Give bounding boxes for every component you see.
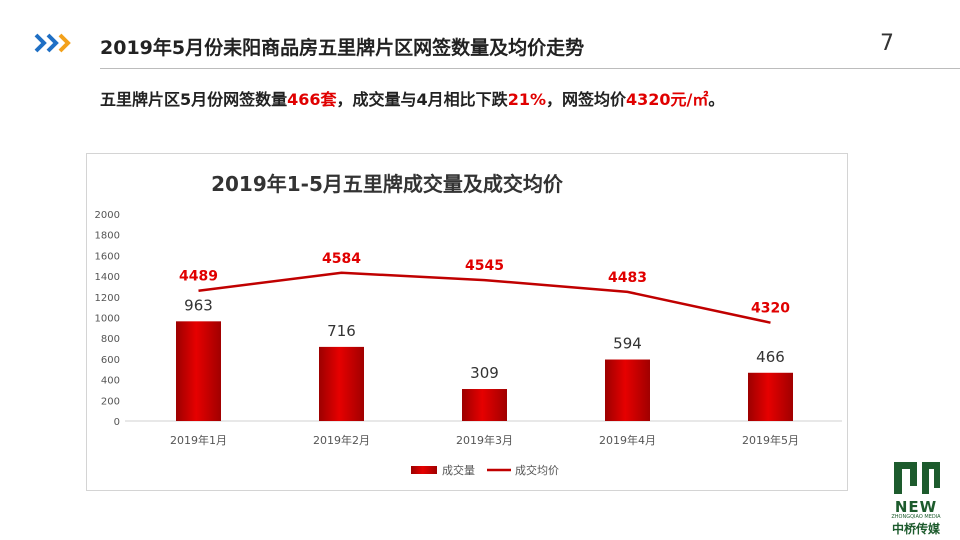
logo-chinese-name: 中桥传媒 (891, 522, 940, 536)
left-tick-label: 1600 (95, 251, 120, 262)
company-logo: NEW ZHONGQIAO MEDIA 中桥传媒 (880, 456, 952, 536)
line-data-label: 4489 (179, 269, 218, 285)
summary-part4: 。 (708, 90, 725, 109)
bar-data-label: 594 (613, 335, 642, 353)
left-tick-label: 200 (101, 396, 120, 407)
left-tick-label: 600 (101, 355, 120, 366)
summary-part2: ，成交量与4月相比下跌 (336, 90, 508, 109)
summary-value-volume: 466套 (287, 90, 337, 109)
left-axis: 0 200 400 600 800 1000 1200 1400 1600 1800 2000 (95, 210, 120, 428)
page-number: 7 (880, 31, 894, 56)
bar-data-label: 309 (470, 364, 499, 382)
x-tick-label: 2019年4月 (599, 433, 656, 447)
bar-data-label: 963 (184, 296, 213, 314)
x-tick-label: 2019年2月 (313, 433, 370, 447)
summary-text: 五里牌片区5月份网签数量466套，成交量与4月相比下跌21%，网签均价4320元… (100, 86, 724, 110)
line-data-label: 4483 (608, 270, 647, 286)
summary-value-price: 4320元/㎡ (626, 90, 709, 109)
left-tick-label: 2000 (95, 210, 120, 221)
line-data-label: 4584 (322, 251, 361, 267)
summary-part3: ，网签均价 (545, 90, 626, 109)
price-line (198, 271, 771, 324)
bar (462, 389, 507, 421)
summary-value-change: 21% (507, 90, 546, 109)
line-data-labels: 4489 4584 4545 4483 4320 (179, 251, 790, 317)
slide-title: 2019年5月份耒阳商品房五里牌片区网签数量及均价走势 (100, 37, 585, 59)
chevron-icon (34, 33, 71, 53)
bar-data-label: 716 (327, 322, 356, 340)
logo-mark-icon (894, 462, 940, 494)
chart-title: 2019年1-5月五里牌成交量及成交均价 (211, 172, 564, 196)
logo-text: NEW (894, 498, 938, 516)
legend-line-label: 成交均价 (515, 463, 559, 477)
chart-container: 2019年1-5月五里牌成交量及成交均价 0 200 400 600 800 1000 12… (86, 153, 848, 491)
slide-header: 2019年5月份耒阳商品房五里牌片区网签数量及均价走势 7 (0, 0, 960, 70)
legend-bar-swatch (411, 466, 437, 474)
bar (605, 359, 650, 421)
bar (748, 372, 793, 421)
bar-series: 963 716 309 594 466 (176, 296, 793, 421)
x-tick-label: 2019年3月 (456, 433, 513, 447)
bar-data-label: 466 (756, 348, 785, 366)
logo-subtext: ZHONGQIAO MEDIA (891, 514, 941, 520)
left-tick-label: 1000 (95, 314, 120, 325)
x-tick-label: 2019年5月 (742, 433, 799, 447)
header-divider (100, 68, 960, 69)
left-tick-label: 1400 (95, 272, 120, 283)
bar (319, 346, 364, 421)
left-tick-label: 800 (101, 334, 120, 345)
line-data-label: 4545 (465, 258, 504, 274)
summary-part1: 五里牌片区5月份网签数量 (100, 90, 288, 109)
left-tick-label: 1800 (95, 231, 120, 242)
chart-legend: 成交量 成交均价 (411, 463, 559, 477)
bar (176, 321, 221, 421)
left-tick-label: 0 (114, 417, 120, 428)
x-tick-label: 2019年1月 (170, 433, 227, 447)
line-data-label: 4320 (751, 301, 790, 317)
x-axis-labels: 2019年1月 2019年2月 2019年3月 2019年4月 2019年5月 (170, 433, 799, 447)
combo-chart: 2019年1-5月五里牌成交量及成交均价 0 200 400 600 800 1000 12… (95, 172, 842, 477)
legend-bar-label: 成交量 (442, 463, 475, 477)
left-tick-label: 1200 (95, 293, 120, 304)
left-tick-label: 400 (101, 376, 120, 387)
